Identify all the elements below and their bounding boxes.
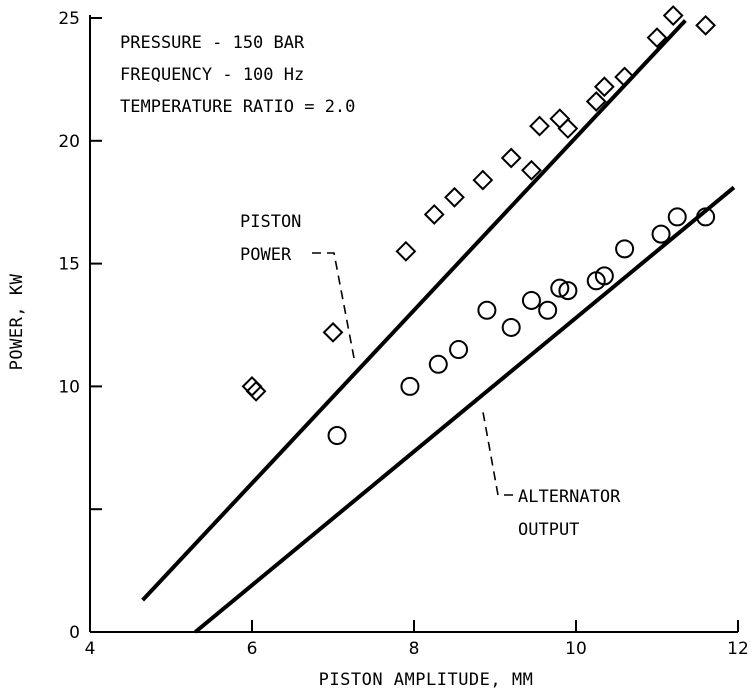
alternator-output-point-4 [477, 300, 497, 320]
alternator-output-point-15 [696, 207, 716, 227]
alternator-output-point-13 [651, 224, 671, 244]
series-label-piston-line1: PISTON [240, 212, 301, 232]
piston-power-point-12 [585, 91, 607, 112]
alternator-output-point-11 [594, 266, 614, 286]
alternator-output-point-2 [428, 354, 448, 374]
condition-temperature-ratio: TEMPERATURE RATIO = 2.0 [120, 97, 355, 117]
piston-power-point-3 [395, 240, 417, 262]
data-markers [241, 5, 717, 446]
piston-power-point-9 [529, 115, 550, 137]
alternator-output-point-1 [400, 376, 420, 396]
alternator-output-point-5 [501, 317, 521, 337]
y-tick-label-25: 25 [58, 9, 80, 29]
y-tick-label-0: 0 [69, 623, 80, 643]
series-labels: PISTON POWER ALTERNATOR OUTPUT [240, 212, 621, 540]
alternator-output-leader [482, 411, 513, 496]
piston-power-point-16 [662, 5, 684, 26]
x-tick-label-6: 6 [247, 639, 258, 659]
tick-labels: 4 6 8 10 12 0 10 15 20 25 [58, 9, 748, 659]
piston-power-point-13 [593, 76, 615, 98]
y-axis-label: POWER, KW [7, 273, 27, 370]
piston-power-point-11 [557, 118, 579, 139]
piston-power-point-2 [322, 321, 344, 343]
test-conditions: PRESSURE - 150 BAR FREQUENCY - 100 Hz TE… [120, 33, 355, 117]
alternator-output-fit-line [194, 185, 736, 634]
piston-power-point-15 [646, 27, 668, 49]
y-tick-label-20: 20 [58, 132, 80, 152]
alternator-output-point-3 [449, 340, 469, 360]
series-label-alternator-line1: ALTERNATOR [518, 487, 621, 507]
y-tick-label-15: 15 [58, 255, 80, 275]
piston-power-point-4 [423, 204, 445, 225]
piston-power-point-10 [549, 108, 571, 130]
alternator-output-point-8 [550, 278, 570, 298]
piston-power-point-7 [500, 147, 522, 169]
alternator-output-point-7 [538, 300, 558, 320]
series-label-piston-line2: POWER [240, 245, 292, 265]
piston-power-point-6 [472, 169, 494, 191]
piston-power-fit-line [141, 19, 687, 602]
condition-pressure: PRESSURE - 150 BAR [120, 33, 305, 53]
alternator-output-point-12 [615, 239, 635, 259]
alternator-output-point-14 [667, 207, 687, 227]
alternator-output-point-6 [521, 290, 541, 310]
alternator-output-point-9 [558, 281, 578, 301]
y-tick-label-10: 10 [58, 377, 80, 397]
x-tick-label-4: 4 [85, 639, 96, 659]
x-tick-label-10: 10 [565, 639, 587, 659]
x-tick-label-12: 12 [727, 639, 749, 659]
piston-power-point-1 [245, 380, 267, 402]
piston-power-point-17 [695, 14, 717, 36]
piston-power-point-14 [614, 66, 636, 88]
ticks [90, 17, 739, 632]
condition-frequency: FREQUENCY - 100 Hz [120, 65, 304, 85]
x-tick-label-8: 8 [409, 639, 420, 659]
piston-power-point-8 [521, 159, 542, 181]
alternator-output-point-0 [327, 426, 347, 446]
series-label-alternator-line2: OUTPUT [518, 520, 579, 540]
x-axis-label: PISTON AMPLITUDE, MM [319, 670, 534, 690]
piston-power-leader [312, 252, 355, 359]
piston-power-point-5 [444, 186, 465, 208]
fit-lines [141, 19, 736, 634]
